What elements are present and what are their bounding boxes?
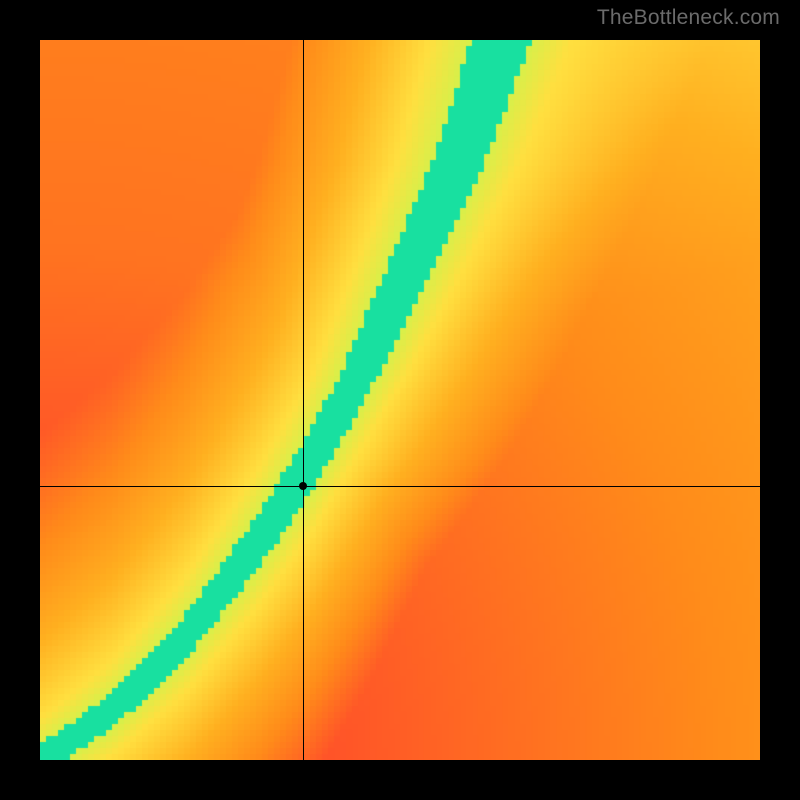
data-point-marker [299, 482, 307, 490]
crosshair-horizontal [40, 486, 760, 487]
crosshair-vertical [303, 40, 304, 760]
heatmap-plot [40, 40, 760, 760]
watermark-text: TheBottleneck.com [597, 6, 780, 30]
